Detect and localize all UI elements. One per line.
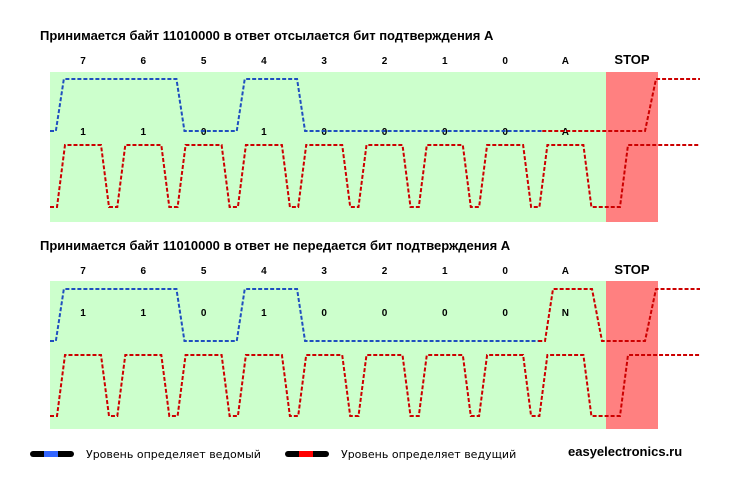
bit-header: 3 [321, 266, 327, 277]
diagram-ack: Принимается байт 11010000 в ответ отсыла… [40, 28, 700, 222]
sda-bit-label: 0 [442, 127, 448, 138]
sda-bit-label: 1 [80, 127, 86, 138]
bit-header-row: 7 6 5 4 3 2 1 0 A [80, 56, 569, 67]
bit-header: 6 [141, 56, 147, 67]
bit-header: 3 [321, 56, 327, 67]
stop-label: STOP [614, 52, 649, 67]
diagram-nack: Принимается байт 11010000 в ответ не пер… [40, 238, 700, 429]
sda-bit-label: 0 [382, 308, 388, 319]
sda-master-trace [538, 288, 700, 342]
sda-bit-label: 1 [141, 308, 147, 319]
sda-bit-label: 1 [141, 127, 147, 138]
sda-bit-label: 1 [261, 127, 267, 138]
scl-waveform [50, 144, 700, 208]
bit-header: 7 [80, 56, 86, 67]
stop-label: STOP [614, 262, 649, 277]
bit-header: A [562, 56, 569, 67]
bit-header: 5 [201, 266, 207, 277]
diagram-title: Принимается байт 11010000 в ответ не пер… [40, 238, 511, 253]
sda-bit-label: 0 [442, 308, 448, 319]
diagram-title: Принимается байт 11010000 в ответ отсыла… [40, 28, 494, 43]
bit-header: 2 [382, 266, 388, 277]
bit-header: A [562, 266, 569, 277]
sda-bit-label: N [562, 308, 569, 319]
sda-bit-label: 1 [80, 308, 86, 319]
sda-bit-label: 0 [321, 127, 327, 138]
sda-bit-label: 0 [382, 127, 388, 138]
bit-header: 1 [442, 56, 448, 67]
scl-master-trace [50, 354, 700, 417]
scl-master-trace [50, 144, 700, 208]
bit-header: 1 [442, 266, 448, 277]
sda-slave-trace [50, 78, 543, 132]
legend: Уровень определяет ведомый Уровень опред… [30, 444, 682, 461]
bit-header: 4 [261, 56, 267, 67]
stop-area-background [606, 72, 658, 222]
legend-slave-swatch [30, 451, 74, 457]
sda-bit-label: 0 [502, 127, 508, 138]
sda-bit-labels: 1 1 0 1 0 0 0 0 A [80, 127, 569, 138]
bit-header: 7 [80, 266, 86, 277]
sda-waveform [50, 78, 700, 132]
bit-header: 0 [502, 266, 508, 277]
bit-header: 5 [201, 56, 207, 67]
sda-bit-label: 0 [502, 308, 508, 319]
sda-bit-label: A [562, 127, 569, 138]
sda-bit-label: 1 [261, 308, 267, 319]
scl-waveform [50, 354, 700, 417]
bit-header: 0 [502, 56, 508, 67]
sda-bit-label: 0 [321, 308, 327, 319]
sda-bit-label: 0 [201, 127, 207, 138]
site-credit: easyelectronics.ru [568, 444, 682, 459]
sda-slave-trace [50, 288, 543, 342]
sda-bit-label: 0 [201, 308, 207, 319]
bit-area-background [50, 72, 606, 222]
bit-header: 2 [382, 56, 388, 67]
bit-header-row: 7 6 5 4 3 2 1 0 A [80, 266, 569, 277]
sda-waveform [50, 288, 700, 342]
legend-master-text: Уровень определяет ведущий [341, 448, 516, 461]
sda-master-trace [542, 78, 700, 132]
legend-slave-text: Уровень определяет ведомый [86, 448, 261, 461]
legend-master-swatch [285, 451, 329, 457]
sda-bit-labels: 1 1 0 1 0 0 0 0 N [80, 308, 569, 319]
bit-header: 6 [141, 266, 147, 277]
bit-header: 4 [261, 266, 267, 277]
